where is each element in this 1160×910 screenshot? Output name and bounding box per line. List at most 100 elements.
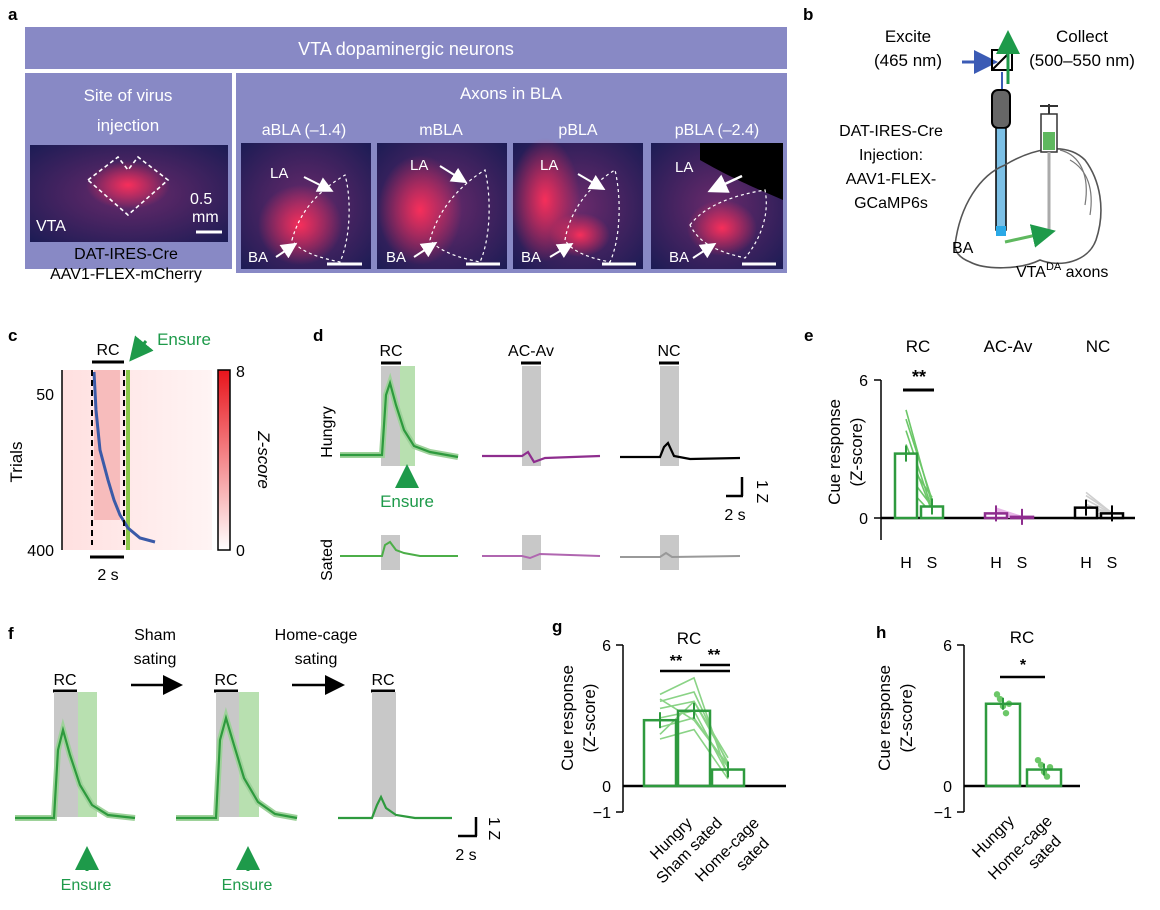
rc-label: RC — [96, 342, 119, 359]
ensure-label: Ensure — [157, 330, 211, 349]
ensure-label: Ensure — [380, 492, 434, 511]
f-scale-y: 1 Z — [485, 817, 502, 840]
trials-label: Trials — [7, 442, 26, 483]
scale-y: 1 Z — [753, 480, 770, 503]
f-sham-2: sating — [134, 651, 177, 668]
ytick-400: 400 — [27, 543, 54, 560]
section-mbla: mBLA LA BA — [377, 122, 507, 269]
ferrule — [991, 89, 1011, 129]
g-ytick-neg1: −1 — [593, 805, 611, 822]
ba-label: BA — [248, 249, 268, 266]
section-title: pBLA — [558, 122, 597, 139]
panel-h: h RC Cue response (Z-score) 6 0 −1 * Hun… — [875, 623, 1080, 883]
f-trace-homecage — [338, 794, 452, 820]
section-abla: aBLA (–1.4) LA BA — [241, 122, 371, 269]
heatmap — [62, 370, 212, 550]
la-label: LA — [270, 165, 288, 182]
caption-1: DAT-IRES-Cre — [74, 246, 178, 263]
section-title: pBLA (–2.4) — [675, 122, 760, 139]
g-sig-2: ** — [708, 647, 721, 664]
f-ensure-2: Ensure — [222, 877, 273, 894]
panel-f: f RC Ensure Sham sating RC Ensure Home-c… — [8, 624, 502, 894]
trace-nc-hungry — [620, 441, 741, 461]
f-scale-x: 2 s — [455, 847, 476, 864]
ba-label: BA — [521, 249, 541, 266]
panel-label-e: e — [804, 326, 813, 345]
section-title: aBLA (–1.4) — [262, 122, 347, 139]
colorbar — [217, 369, 231, 551]
g-ytick-6: 6 — [602, 638, 611, 655]
f-rc-2: RC — [214, 672, 237, 689]
ytick-50: 50 — [36, 387, 54, 404]
trace-rc-sated — [340, 540, 458, 557]
panel-label-h: h — [876, 623, 886, 642]
section-pbla-posterior: pBLA (–2.4) LA BA — [651, 122, 783, 269]
time-scale-label: 2 s — [97, 567, 118, 584]
ba-label: BA — [669, 249, 689, 266]
brain-outline — [954, 148, 1102, 269]
site-title-2: injection — [97, 116, 159, 135]
vta-axons-label: VTADA axons — [1016, 261, 1108, 281]
e-group-nc: NC — [1086, 337, 1111, 356]
panel-label-f: f — [8, 624, 14, 643]
e-xtick: S — [927, 555, 938, 572]
axons-title: Axons in BLA — [460, 84, 563, 103]
e-group-acav: AC-Av — [984, 337, 1033, 356]
subject-line — [905, 418, 933, 500]
subject-line — [659, 728, 729, 780]
scale-x: 2 s — [724, 507, 745, 524]
subject-line — [1085, 494, 1113, 514]
e-sig: ** — [912, 367, 926, 387]
cbar-label: Z-score — [254, 430, 273, 489]
e-xtick: H — [990, 555, 1002, 572]
trace-rc-hungry — [340, 379, 459, 459]
la-label: LA — [540, 157, 558, 174]
subject-line — [905, 430, 933, 510]
ba-label: BA — [952, 240, 974, 257]
panel-label-c: c — [8, 326, 17, 345]
e-ylabel-2: (Z-score) — [847, 418, 866, 487]
cue-nc: NC — [657, 343, 680, 360]
e-ylabel-1: Cue response — [825, 399, 844, 505]
h-ytick-0: 0 — [943, 779, 952, 796]
g-ylabel-1: Cue response — [558, 665, 577, 771]
la-label: LA — [675, 159, 693, 176]
desc-line-4: GCaMP6s — [854, 195, 928, 212]
axon-arrow — [1004, 224, 1056, 248]
f-home-2: sating — [295, 651, 338, 668]
subject-line — [659, 700, 729, 763]
scale-label-2: mm — [192, 209, 219, 226]
h-subject-dot — [993, 691, 1001, 698]
f-home-1: Home-cage — [275, 627, 358, 644]
panel-label-d: d — [313, 326, 323, 345]
trace-acav-sated — [482, 552, 601, 560]
g-sig-1: ** — [670, 653, 683, 670]
row-hungry: Hungry — [319, 406, 336, 458]
trace-acav-hungry — [482, 450, 601, 464]
panel-a: a VTA dopaminergic neurons Site of virus… — [8, 5, 787, 283]
e-xtick: S — [1107, 555, 1118, 572]
h-subject-dot — [1043, 773, 1051, 780]
desc-line-3: AAV1-FLEX- — [846, 171, 936, 188]
collect-2: (500–550 nm) — [1029, 51, 1135, 70]
excite-2: (465 nm) — [874, 51, 942, 70]
e-ytick-top: 6 — [859, 373, 868, 390]
cue-acav: AC-Av — [508, 343, 554, 360]
h-subject-dot — [996, 695, 1004, 703]
optical-fiber — [995, 127, 1007, 231]
section-pbla: pBLA LA BA — [510, 122, 643, 269]
h-ylabel-2: (Z-score) — [897, 684, 916, 753]
panel-c: c RC Ensure 50 400 Trials 2 s 8 0 Z-scor… — [7, 326, 273, 584]
e-xtick: S — [1017, 555, 1028, 572]
vta-header: VTA dopaminergic neurons — [298, 39, 514, 59]
g-title: RC — [677, 629, 702, 648]
cbar-min: 0 — [236, 543, 245, 560]
row-sated: Sated — [319, 539, 336, 581]
panel-b: b Excite (465 nm) Collect (500–550 nm) D… — [803, 5, 1135, 281]
section-title: mBLA — [419, 122, 463, 139]
cbar-max: 8 — [236, 364, 245, 381]
injection-outline — [86, 155, 170, 217]
h-subject-dot — [1037, 761, 1045, 769]
panel-e: e Cue response (Z-score) RC AC-Av NC ** … — [804, 326, 1135, 572]
